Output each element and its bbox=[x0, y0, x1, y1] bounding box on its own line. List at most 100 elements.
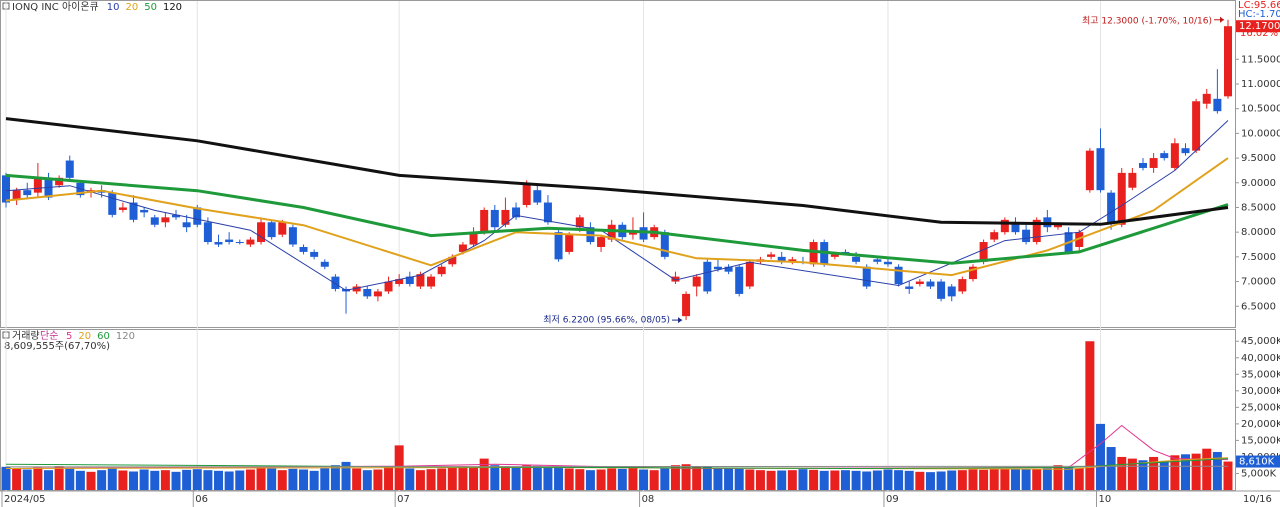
candle-body bbox=[522, 182, 531, 205]
candle-body bbox=[1011, 222, 1020, 233]
volume-bar bbox=[203, 470, 213, 490]
last-price-box bbox=[1236, 20, 1280, 33]
candle-body bbox=[416, 274, 425, 287]
candle-body bbox=[33, 177, 42, 193]
candle-body bbox=[437, 266, 446, 275]
volume-bar bbox=[692, 466, 702, 490]
volume-bar bbox=[1053, 465, 1063, 490]
volume-bar bbox=[1202, 448, 1212, 490]
volume-bar bbox=[65, 468, 75, 490]
y-tick-label: 11.0000 bbox=[1241, 79, 1280, 90]
volume-bar bbox=[384, 466, 394, 490]
price-panel bbox=[0, 0, 1236, 328]
volume-bar bbox=[277, 470, 287, 490]
candle-body bbox=[310, 251, 319, 257]
candle-body bbox=[883, 261, 892, 265]
y-tick-label: 9.0000 bbox=[1241, 178, 1276, 189]
candle-body bbox=[767, 254, 776, 257]
candle-body bbox=[543, 202, 552, 223]
candle-body bbox=[777, 256, 786, 262]
volume-bar bbox=[1212, 451, 1222, 490]
candle-body bbox=[565, 234, 574, 252]
volume-bar bbox=[894, 470, 904, 490]
candle-body bbox=[427, 276, 436, 287]
candle-body bbox=[278, 222, 287, 235]
volume-bar bbox=[469, 466, 479, 490]
volume-bar bbox=[75, 470, 85, 490]
y-tick-label: 30,000K bbox=[1241, 386, 1280, 397]
volume-ma-type: 단순 bbox=[40, 330, 58, 342]
legend-entry: 20 bbox=[125, 2, 138, 13]
candle-body bbox=[23, 190, 32, 196]
volume-bar bbox=[150, 470, 160, 490]
candle-body bbox=[469, 232, 478, 245]
volume-bar bbox=[617, 468, 627, 490]
volume-bar bbox=[1021, 469, 1031, 490]
candle-body bbox=[161, 217, 170, 223]
candle-body bbox=[65, 160, 74, 178]
candle-body bbox=[1149, 158, 1158, 168]
volume-bar bbox=[458, 466, 468, 490]
candle-body bbox=[2, 175, 10, 203]
candle-body bbox=[1085, 150, 1094, 191]
volume-bar bbox=[129, 471, 139, 490]
candle-body bbox=[809, 242, 818, 265]
candle-body bbox=[671, 276, 680, 282]
candle-body bbox=[1022, 229, 1031, 243]
volume-bar bbox=[777, 470, 787, 490]
ma-line bbox=[5, 458, 1229, 470]
chart-title: IONQ INC 아이온큐 bbox=[12, 1, 99, 13]
volume-bar bbox=[660, 468, 670, 490]
volume-bar bbox=[1138, 460, 1148, 490]
lc-label: LC:95.66 bbox=[1238, 0, 1280, 11]
candle-body bbox=[852, 256, 861, 262]
last-volume-label: 8,610K bbox=[1239, 457, 1275, 468]
volume-bar bbox=[299, 469, 309, 490]
candle-body bbox=[958, 279, 967, 292]
candle-body bbox=[512, 207, 521, 218]
volume-bar bbox=[702, 466, 712, 490]
volume-bar bbox=[830, 470, 840, 490]
candle-body bbox=[1128, 172, 1137, 188]
ma-line bbox=[5, 424, 1229, 470]
candle-body bbox=[1096, 148, 1105, 191]
candle-body bbox=[490, 209, 499, 228]
volume-bar bbox=[288, 468, 298, 490]
legend-entry: 5 bbox=[66, 331, 72, 342]
ma-line bbox=[5, 173, 1229, 265]
candle-body bbox=[682, 293, 691, 317]
candle-body bbox=[692, 276, 701, 287]
volume-bar bbox=[989, 469, 999, 490]
ma-line bbox=[5, 465, 1229, 468]
candle-body bbox=[926, 281, 935, 287]
legend-entry: 120 bbox=[116, 331, 135, 342]
volume-bar bbox=[968, 469, 978, 490]
y-tick-label: 10.0000 bbox=[1241, 128, 1280, 139]
volume-bar bbox=[1, 466, 11, 490]
volume-bar bbox=[840, 470, 850, 490]
y-tick-label: 7.5000 bbox=[1241, 252, 1276, 263]
volume-bar bbox=[33, 467, 43, 490]
candle-body bbox=[172, 214, 181, 218]
y-tick-label: 15,000K bbox=[1241, 435, 1280, 446]
arrow-head bbox=[678, 317, 683, 324]
candle-body bbox=[607, 224, 616, 240]
volume-bar bbox=[1191, 453, 1201, 490]
volume-bar bbox=[819, 470, 829, 490]
candle-body bbox=[639, 227, 648, 240]
y-tick-label: 8.5000 bbox=[1241, 202, 1276, 213]
candle-body bbox=[841, 251, 850, 253]
candle-body bbox=[1000, 219, 1009, 233]
candle-body bbox=[108, 192, 117, 215]
candle-body bbox=[405, 276, 414, 285]
candle-body bbox=[968, 266, 977, 280]
volume-bar bbox=[915, 471, 925, 490]
volume-bar bbox=[798, 469, 808, 490]
candle-body bbox=[288, 227, 297, 245]
volume-bar bbox=[745, 469, 755, 490]
cursor-date: 10/16 bbox=[1243, 494, 1272, 505]
candle-body bbox=[246, 239, 255, 245]
x-tick-label: 06 bbox=[195, 494, 208, 505]
candle-body bbox=[395, 279, 404, 285]
volume-bar bbox=[245, 469, 255, 490]
